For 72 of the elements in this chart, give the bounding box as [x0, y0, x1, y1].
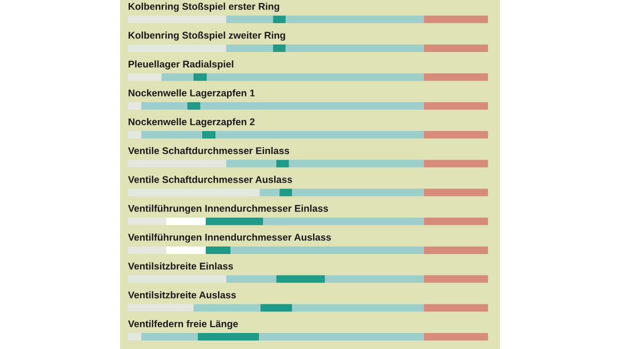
bar: [187, 102, 200, 110]
bar: [128, 246, 166, 254]
bar: [230, 246, 424, 254]
bar: [424, 333, 488, 341]
bar: [286, 16, 424, 24]
y-tick-label: Ventile Schaftdurchmesser Einlass: [128, 146, 290, 154]
bar: [128, 16, 226, 24]
y-tick-label: Pleuellager Radialspiel: [128, 60, 234, 70]
bar: [286, 44, 424, 52]
bar: [194, 304, 260, 312]
bar: [292, 304, 424, 312]
bar: [324, 275, 424, 283]
bar: [166, 218, 206, 226]
bar: [166, 246, 206, 254]
bar: [292, 188, 424, 196]
bar: [424, 131, 488, 139]
bar: [424, 102, 488, 110]
bar: [276, 275, 325, 283]
bar: [260, 304, 292, 312]
bar: [424, 218, 488, 226]
bar: [276, 160, 289, 168]
bar: [200, 102, 424, 110]
bar: [206, 218, 263, 226]
bar: [226, 275, 276, 283]
y-tick-label: Ventile Schaftdurchmesser Auslass: [128, 176, 292, 183]
bar: [424, 188, 488, 196]
bar: [424, 16, 488, 24]
bar: [141, 131, 202, 139]
bar: [263, 218, 424, 226]
bar: [206, 73, 424, 81]
bar: [424, 275, 488, 283]
y-tick-label: Ventilsitzbreite Auslass: [128, 291, 236, 298]
bar: [260, 188, 280, 196]
bar: [202, 131, 216, 139]
bar: [226, 160, 276, 168]
bar: [128, 188, 260, 196]
bar: [128, 218, 166, 226]
bar: [128, 275, 226, 283]
bar: [161, 73, 194, 81]
bar: [194, 73, 207, 81]
bar: [273, 16, 286, 24]
bar: [128, 304, 194, 312]
bar: [424, 44, 488, 52]
bar: [226, 44, 274, 52]
bar: [206, 246, 231, 254]
bar: [128, 131, 142, 139]
bar: [141, 333, 198, 341]
bar: [215, 131, 424, 139]
y-tick-label: Nockenwelle Lagerzapfen 2: [128, 118, 255, 128]
bar: [273, 44, 286, 52]
bar: [226, 16, 274, 24]
bar: [128, 44, 226, 52]
bar: [128, 73, 162, 81]
y-tick-label: Kolbenring Stoßspiel erster Ring: [128, 2, 280, 12]
y-tick-label: Kolbenring Stoßspiel zweiter Ring: [128, 32, 286, 41]
y-tick-label: Ventilführungen Innendurchmesser Einlass: [128, 204, 328, 214]
bar: [424, 73, 488, 81]
bar: [424, 160, 488, 168]
bar: [424, 246, 488, 254]
y-tick-label: Ventilsitzbreite Einlass: [128, 262, 233, 270]
bar: [259, 333, 424, 341]
bar: [128, 160, 226, 168]
bar: [424, 304, 488, 312]
bar: [288, 160, 424, 168]
bar: [280, 188, 292, 196]
bar: [128, 333, 142, 341]
bar: [198, 333, 260, 341]
y-tick-label: Ventilfedern freie Länge: [128, 320, 238, 330]
y-tick-label: Ventilführungen Innendurchmesser Auslass: [128, 234, 331, 243]
bar: [128, 102, 142, 110]
y-tick-label: Nockenwelle Lagerzapfen 1: [128, 89, 255, 98]
bar: [141, 102, 188, 110]
